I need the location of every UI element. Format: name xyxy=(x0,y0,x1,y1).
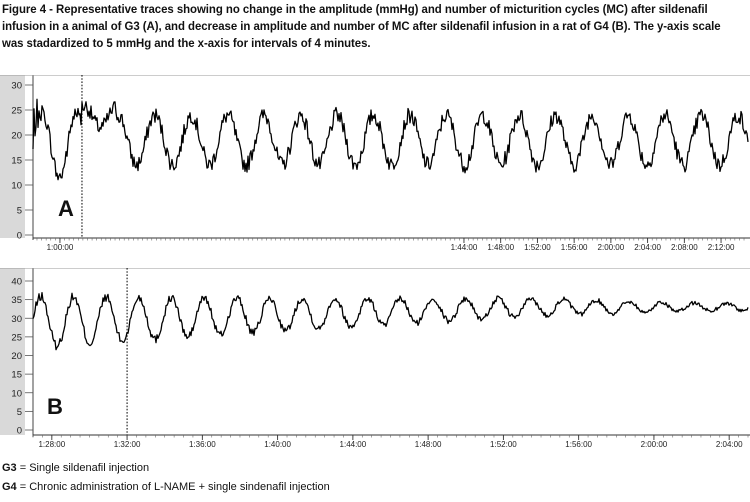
trace-panel-a: 0 5 10 15 20 25 30 1:00:00 1:44:00 1:48:00 1:52:00… xyxy=(0,75,750,251)
x-tick-label-a-6: 2:04:00 xyxy=(634,243,661,251)
footnote-g4-key: G4 xyxy=(2,481,17,493)
x-tick-label-a-5: 2:00:00 xyxy=(598,243,625,251)
y-tick-label-b-1: 5 xyxy=(17,407,22,418)
y-tick-label-b-4: 20 xyxy=(11,351,22,362)
footnote-g3-key: G3 xyxy=(2,462,17,474)
y-tick-label-a-6: 30 xyxy=(11,81,22,92)
y-tick-label-b-0: 0 xyxy=(17,426,22,437)
x-tick-label-a-8: 2:12:00 xyxy=(708,243,735,251)
y-tick-label-a-2: 10 xyxy=(11,181,22,192)
x-tick-label-a-0: 1:00:00 xyxy=(47,243,74,251)
x-tick-label-a-4: 1:56:00 xyxy=(561,243,588,251)
y-tick-label-a-3: 15 xyxy=(11,156,22,167)
x-tick-label-b-0: 1:28:00 xyxy=(38,440,65,448)
y-tick-label-b-5: 25 xyxy=(11,332,22,343)
y-axis-band-b xyxy=(0,268,25,435)
x-tick-label-b-6: 1:52:00 xyxy=(490,440,517,448)
x-tick-label-b-8: 2:00:00 xyxy=(641,440,668,448)
y-tick-label-a-5: 25 xyxy=(11,106,22,117)
footnote-g3-text: = Single sildenafil injection xyxy=(16,462,150,474)
footnote-g3: G3 = Single sildenafil injection xyxy=(2,462,149,474)
y-tick-label-b-3: 15 xyxy=(11,370,22,381)
x-tick-label-b-3: 1:40:00 xyxy=(264,440,291,448)
x-tick-label-b-4: 1:44:00 xyxy=(340,440,367,448)
y-tick-label-a-4: 20 xyxy=(11,131,22,142)
y-tick-label-b-8: 40 xyxy=(11,277,22,288)
pressure-trace-a xyxy=(32,98,749,181)
y-tick-label-a-0: 0 xyxy=(17,231,22,242)
x-tick-label-b-1: 1:32:00 xyxy=(114,440,141,448)
panel-label-b: B xyxy=(47,394,63,419)
x-tick-label-b-9: 2:04:00 xyxy=(716,440,743,448)
pressure-trace-b xyxy=(32,292,749,351)
footnote-g4: G4 = Chronic administration of L-NAME + … xyxy=(2,481,330,493)
y-tick-label-a-1: 5 xyxy=(17,206,22,217)
x-tick-label-b-7: 1:56:00 xyxy=(565,440,592,448)
x-tick-label-b-2: 1:36:00 xyxy=(189,440,216,448)
footnote-g4-text: = Chronic administration of L-NAME + sin… xyxy=(16,481,330,493)
x-tick-label-a-2: 1:48:00 xyxy=(487,243,514,251)
figure-caption: Figure 4 - Representative traces showing… xyxy=(2,3,721,50)
x-tick-label-b-5: 1:48:00 xyxy=(415,440,442,448)
panel-label-a: A xyxy=(58,196,74,221)
x-tick-label-a-7: 2:08:00 xyxy=(671,243,698,251)
y-tick-label-b-7: 35 xyxy=(11,295,22,306)
trace-panel-b: 0 5 10 15 20 25 30 35 40 1:28:00 1:32:00 1:36:00 1:4… xyxy=(0,268,750,448)
y-tick-label-b-6: 30 xyxy=(11,314,22,325)
x-tick-label-a-1: 1:44:00 xyxy=(451,243,478,251)
y-axis-band-a xyxy=(0,75,25,238)
y-tick-label-b-2: 10 xyxy=(11,388,22,399)
x-tick-label-a-3: 1:52:00 xyxy=(524,243,551,251)
